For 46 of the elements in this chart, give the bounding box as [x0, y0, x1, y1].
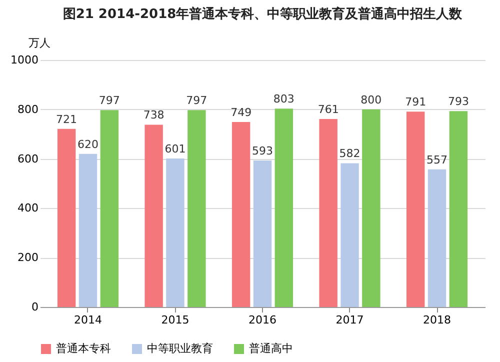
data-label: 620 [77, 138, 98, 151]
data-label: 800 [360, 93, 382, 106]
x-tick-label: 2016 [248, 314, 276, 326]
legend-label: 中等职业教育 [147, 342, 213, 355]
bar [428, 169, 446, 307]
bar [340, 163, 359, 307]
bar [188, 110, 206, 307]
data-label: 582 [339, 147, 360, 160]
y-axis-title: 万人 [28, 36, 50, 50]
x-tick-label: 2014 [74, 314, 102, 326]
data-label: 721 [56, 112, 78, 126]
bar [100, 110, 119, 307]
x-tick-label: 2017 [336, 314, 364, 326]
bar [232, 122, 250, 307]
data-label: 601 [164, 142, 186, 156]
legend-label: 普通本专科 [56, 342, 111, 355]
bar [78, 154, 98, 307]
y-tick-label: 0 [32, 300, 38, 314]
bar [57, 128, 76, 307]
data-label: 593 [252, 144, 273, 158]
chart-title: 图21 2014-2018年普通本专科、中等职业教育及普通高中招生人数 [62, 6, 464, 22]
bar [166, 158, 184, 307]
y-tick-label: 800 [18, 102, 38, 116]
legend-label: 普通高中 [249, 342, 293, 355]
bar [362, 109, 380, 307]
y-tick-label: 1000 [10, 54, 38, 66]
data-label: 791 [405, 96, 426, 109]
bar [274, 108, 294, 307]
bar [144, 124, 163, 307]
bar [253, 160, 272, 307]
bar [449, 111, 468, 307]
data-label: 797 [186, 94, 208, 108]
bar [406, 112, 425, 307]
x-tick-label: 2018 [423, 314, 452, 326]
data-label: 797 [98, 94, 120, 108]
data-label: 761 [318, 103, 339, 116]
data-label: 557 [426, 153, 448, 166]
data-label: 749 [230, 106, 252, 119]
y-tick-label: 200 [18, 251, 38, 264]
y-tick-label: 400 [18, 202, 38, 215]
bar [319, 119, 338, 307]
x-tick-label: 2015 [161, 314, 190, 326]
data-label: 738 [143, 108, 164, 122]
y-tick-label: 600 [18, 152, 38, 166]
data-label: 793 [448, 95, 469, 108]
data-label: 803 [273, 92, 294, 106]
